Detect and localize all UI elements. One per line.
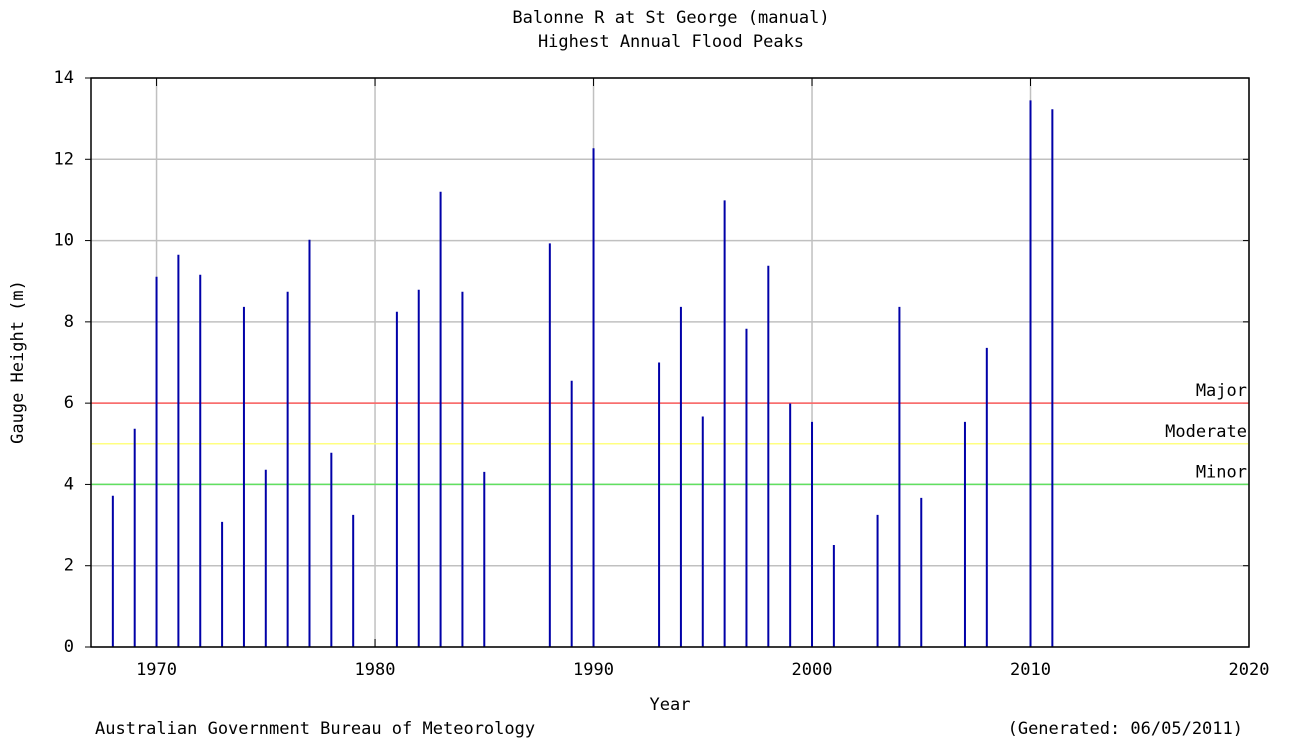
x-tick-label: 2000 bbox=[792, 660, 833, 680]
y-tick-label: 4 bbox=[64, 474, 74, 494]
y-tick-label: 8 bbox=[64, 312, 74, 332]
chart-subtitle: Highest Annual Flood Peaks bbox=[538, 32, 804, 52]
plot-frame bbox=[90, 77, 1250, 648]
footer-left: Australian Government Bureau of Meteorol… bbox=[95, 719, 535, 739]
chart-title: Balonne R at St George (manual) bbox=[512, 8, 829, 28]
y-axis-label: Gauge Height (m) bbox=[8, 280, 28, 444]
y-tick-label: 2 bbox=[64, 556, 74, 576]
threshold-label: Major bbox=[1196, 381, 1247, 401]
y-tick-label: 14 bbox=[54, 68, 74, 88]
y-tick-label: 10 bbox=[54, 231, 74, 251]
x-axis-label: Year bbox=[650, 695, 691, 715]
x-tick-label: 1990 bbox=[573, 660, 614, 680]
y-tick-label: 12 bbox=[54, 149, 74, 169]
x-tick-label: 2020 bbox=[1229, 660, 1270, 680]
x-tick-label: 1970 bbox=[136, 660, 177, 680]
x-tick-label: 1980 bbox=[355, 660, 396, 680]
threshold-label: Minor bbox=[1196, 462, 1247, 482]
footer-right: (Generated: 06/05/2011) bbox=[1008, 719, 1243, 739]
threshold-label: Moderate bbox=[1165, 422, 1247, 442]
y-tick-label: 0 bbox=[64, 637, 74, 657]
x-tick-label: 2010 bbox=[1010, 660, 1051, 680]
y-tick-label: 6 bbox=[64, 393, 74, 413]
